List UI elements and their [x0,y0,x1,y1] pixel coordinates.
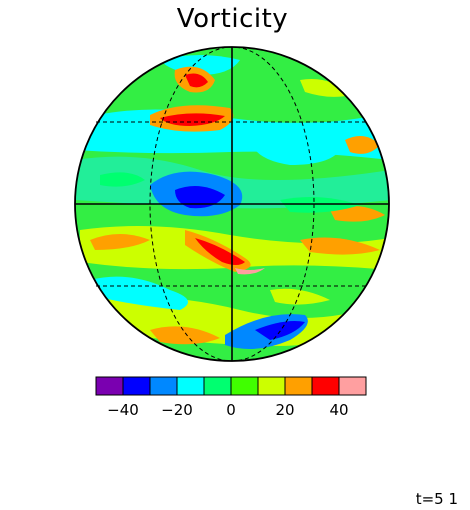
colorbar-swatch [230,376,259,396]
timestamp-label: t=5 1 [415,490,458,508]
colorbar-swatch [284,376,313,396]
colorbar-tick-label: 40 [329,401,348,419]
colorbar-swatch [257,376,286,396]
plot-title: Vorticity [176,4,289,34]
colorbar-swatch [203,376,232,396]
colorbar-swatch [149,376,178,396]
globe-gridlines [74,46,390,362]
colorbar-tick-label: 20 [275,401,294,419]
colorbar-tick-label: 0 [226,401,236,419]
colorbar-swatch [311,376,340,396]
colorbar-swatch [95,376,124,396]
colorbar-swatch [176,376,205,396]
colorbar-tick-label: −40 [107,401,139,419]
colorbar-tick-label: −20 [161,401,193,419]
colorbar-swatch [122,376,151,396]
colorbar-swatch [338,376,367,396]
